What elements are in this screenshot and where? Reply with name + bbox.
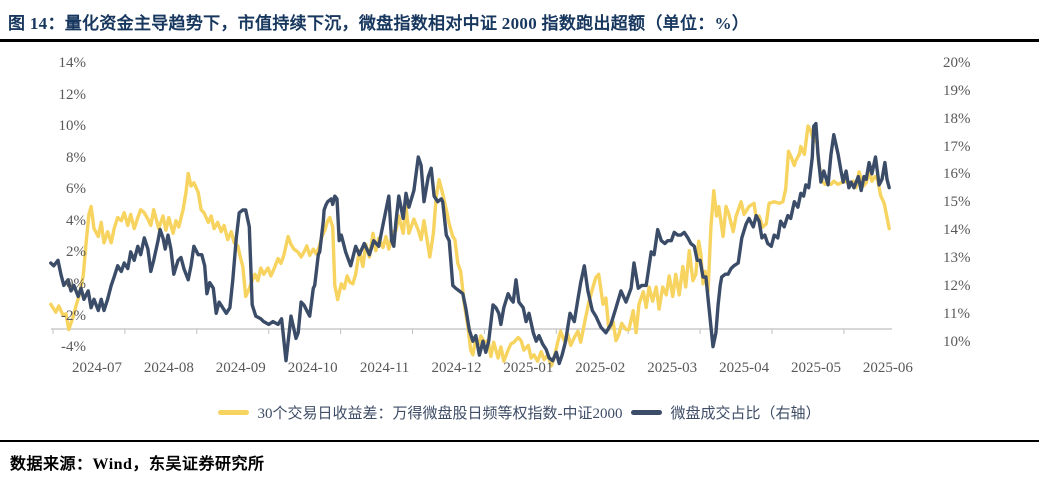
x-tick-label: 2024-07	[72, 360, 122, 376]
legend: 30个交易日收益差：万得微盘股日频等权指数-中证2000 微盘成交占比（右轴）	[0, 401, 1039, 423]
legend-item-return-gap: 30个交易日收益差：万得微盘股日频等权指数-中证2000	[218, 402, 622, 423]
figure-title: 图 14：量化资金主导趋势下，市值持续下沉，微盘指数相对中证 2000 指数跑出…	[8, 14, 750, 33]
x-tick-label: 2024-08	[143, 360, 194, 376]
y-left-tick-label: 8%	[66, 149, 86, 166]
chart: 14% 12% 10% 8% 6% 4% 2% 0% -2% -4% 20% 19% 18% 17% 16%…	[0, 44, 1039, 394]
y-left-tick-label: 6%	[66, 181, 86, 198]
bottom-rule	[0, 440, 1039, 442]
y-left-tick-label: -4%	[61, 339, 86, 356]
top-rule	[0, 39, 1039, 42]
x-tick-label: 2025-05	[791, 360, 841, 376]
y-left-tick-label: 2%	[66, 244, 86, 261]
legend-label-return-gap: 30个交易日收益差：万得微盘股日频等权指数-中证2000	[257, 405, 623, 422]
return-gap-line-swatch	[218, 409, 250, 415]
x-tick-label: 2024-11	[359, 360, 410, 376]
data-source: 数据来源：Wind，东吴证券研究所	[10, 456, 265, 473]
y-right-tick-label: 20%	[943, 54, 971, 71]
y-right-tick-label: 14%	[943, 222, 971, 239]
y-right-tick-label: 16%	[943, 166, 971, 183]
x-tick-label: 2025-01	[503, 360, 554, 376]
x-tick-label: 2025-02	[575, 360, 626, 376]
y-left-tick-label: 4%	[66, 212, 86, 229]
y-right-tick-label: 12%	[943, 278, 971, 294]
x-tick-label: 2024-10	[287, 360, 338, 376]
y-left-tick-label: -2%	[61, 307, 86, 324]
x-tick-label: 2025-03	[647, 360, 698, 376]
legend-label-volume-share: 微盘成交占比（右轴）	[670, 405, 821, 422]
x-tick-label: 2025-04	[719, 360, 770, 376]
y-left-tick-label: 0%	[66, 276, 86, 292]
y-right-tick-label: 19%	[943, 82, 971, 99]
x-tick-label: 2024-12	[431, 360, 482, 376]
y-right-tick-label: 17%	[943, 138, 971, 155]
y-right-tick-label: 11%	[943, 305, 970, 322]
x-tick-label: 2024-09	[215, 360, 266, 376]
chart-svg	[49, 121, 892, 368]
y-right-tick-label: 18%	[943, 110, 971, 127]
y-right-tick-label: 15%	[943, 194, 971, 211]
y-right-tick-label: 13%	[943, 250, 971, 267]
y-left-tick-label: 10%	[58, 118, 87, 135]
y-left-tick-label: 14%	[58, 55, 87, 72]
y-right-tick-label: 10%	[943, 333, 971, 350]
x-tick-label: 2025-06	[862, 360, 913, 376]
legend-item-volume-share: 微盘成交占比（右轴）	[631, 402, 821, 423]
volume-share-line-swatch	[631, 409, 663, 415]
y-left-tick-label: 12%	[58, 86, 87, 103]
